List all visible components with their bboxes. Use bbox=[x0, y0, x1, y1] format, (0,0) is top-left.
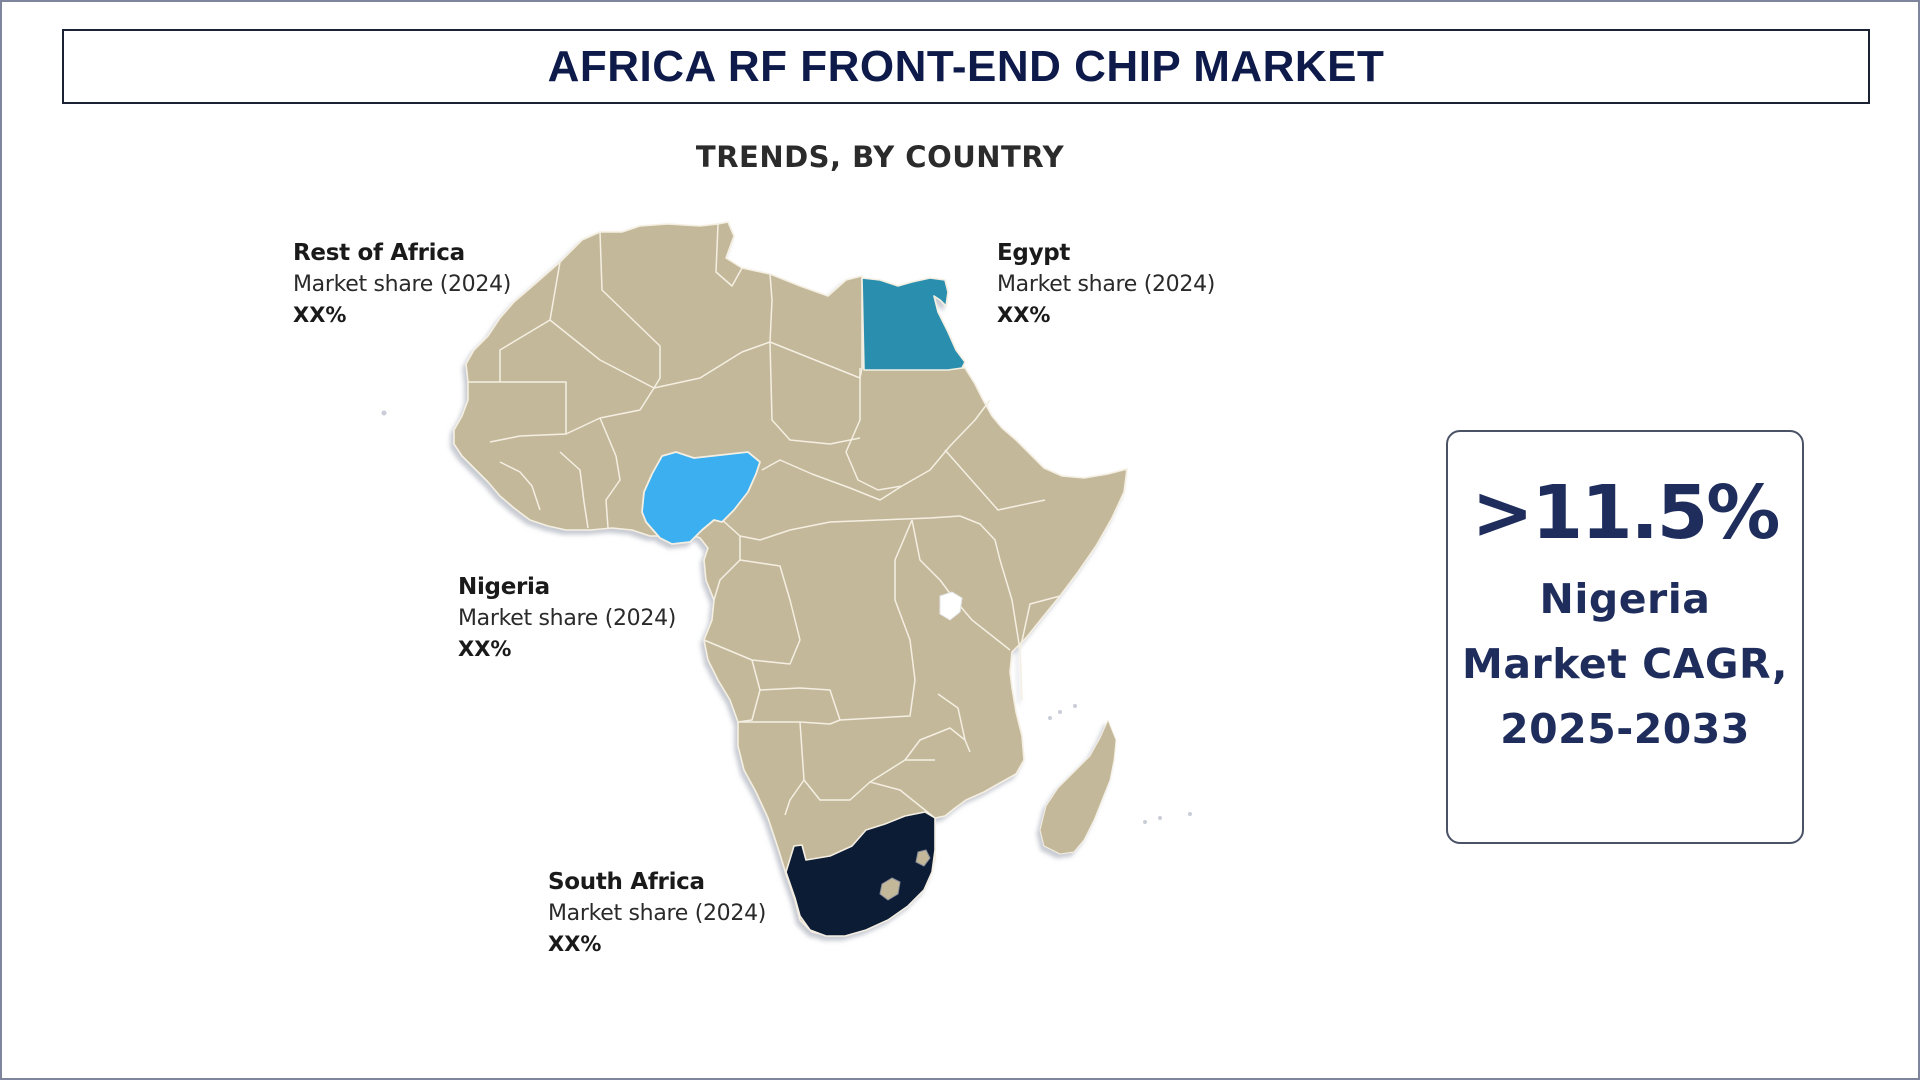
region-value: XX% bbox=[458, 637, 512, 661]
cagr-value: >11.5% bbox=[1471, 470, 1781, 556]
region-metric: Market share (2024) bbox=[997, 272, 1216, 297]
lesotho bbox=[879, 877, 901, 901]
region-value: XX% bbox=[548, 932, 602, 956]
page-title: AFRICA RF FRONT-END CHIP MARKET bbox=[547, 41, 1385, 91]
region-name: Nigeria bbox=[458, 574, 550, 600]
nigeria-region bbox=[641, 451, 761, 545]
region-label-rest-of-africa: Rest of Africa Market share (2024) XX% bbox=[293, 238, 511, 331]
egypt-region bbox=[861, 277, 966, 371]
madagascar bbox=[1039, 719, 1117, 855]
region-name: South Africa bbox=[548, 869, 705, 895]
cagr-callout: >11.5% Nigeria Market CAGR, 2025-2033 bbox=[1446, 430, 1804, 844]
title-banner: AFRICA RF FRONT-END CHIP MARKET bbox=[62, 29, 1870, 104]
south-africa-region bbox=[785, 811, 936, 937]
lake-victoria bbox=[939, 591, 963, 621]
region-value: XX% bbox=[997, 303, 1051, 327]
eswatini bbox=[915, 849, 931, 867]
region-label-egypt: Egypt Market share (2024) XX% bbox=[997, 238, 1215, 331]
region-label-south-africa: South Africa Market share (2024) XX% bbox=[548, 867, 766, 960]
region-name: Rest of Africa bbox=[293, 240, 465, 266]
cagr-period: 2025-2033 bbox=[1500, 705, 1750, 753]
cagr-label: Market CAGR, bbox=[1462, 640, 1788, 688]
region-value: XX% bbox=[293, 303, 347, 327]
section-subtitle: TRENDS, BY COUNTRY bbox=[695, 140, 1065, 174]
region-label-nigeria: Nigeria Market share (2024) XX% bbox=[458, 572, 676, 665]
cagr-country: Nigeria bbox=[1539, 575, 1711, 623]
region-metric: Market share (2024) bbox=[293, 272, 512, 297]
region-metric: Market share (2024) bbox=[458, 606, 677, 631]
region-name: Egypt bbox=[997, 240, 1071, 266]
region-metric: Market share (2024) bbox=[548, 901, 767, 926]
